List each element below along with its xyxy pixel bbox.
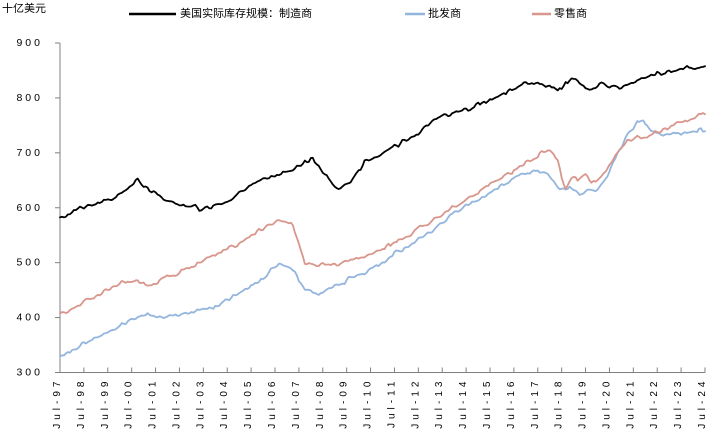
svg-text:Jul-10: Jul-10 (363, 378, 374, 429)
svg-text:批发商: 批发商 (428, 5, 461, 21)
svg-text:零售商: 零售商 (554, 5, 587, 21)
svg-text:Jul-08: Jul-08 (315, 378, 326, 429)
svg-text:Jul-12: Jul-12 (410, 378, 421, 429)
svg-text:Jul-20: Jul-20 (601, 378, 612, 429)
svg-text:Jul-98: Jul-98 (76, 378, 87, 429)
svg-text:Jul-15: Jul-15 (482, 378, 493, 429)
svg-text:Jul-99: Jul-99 (100, 378, 111, 429)
svg-text:Jul-17: Jul-17 (530, 378, 541, 429)
svg-text:Jul-00: Jul-00 (124, 378, 135, 429)
svg-text:Jul-24: Jul-24 (697, 378, 708, 429)
svg-text:600: 600 (16, 202, 43, 214)
svg-text:Jul-23: Jul-23 (673, 378, 684, 429)
svg-text:Jul-06: Jul-06 (267, 378, 278, 429)
svg-text:Jul-21: Jul-21 (625, 378, 636, 429)
svg-text:700: 700 (16, 147, 43, 159)
svg-text:900: 900 (16, 37, 43, 49)
svg-text:十亿美元: 十亿美元 (2, 0, 46, 16)
svg-text:Jul-19: Jul-19 (578, 378, 589, 429)
svg-text:400: 400 (16, 312, 43, 324)
svg-text:Jul-16: Jul-16 (506, 378, 517, 429)
svg-text:美国实际库存规模：制造商: 美国实际库存规模：制造商 (180, 5, 312, 21)
svg-text:Jul-13: Jul-13 (434, 378, 445, 429)
svg-text:Jul-02: Jul-02 (171, 378, 182, 429)
svg-text:Jul-97: Jul-97 (52, 378, 63, 429)
svg-text:Jul-09: Jul-09 (339, 378, 350, 429)
svg-text:Jul-04: Jul-04 (219, 378, 230, 429)
svg-text:Jul-11: Jul-11 (386, 378, 397, 429)
svg-text:300: 300 (16, 367, 43, 379)
svg-text:Jul-14: Jul-14 (458, 378, 469, 429)
svg-text:Jul-01: Jul-01 (148, 378, 159, 429)
svg-text:800: 800 (16, 92, 43, 104)
svg-text:500: 500 (16, 257, 43, 269)
svg-text:Jul-22: Jul-22 (649, 378, 660, 429)
svg-text:Jul-07: Jul-07 (291, 378, 302, 429)
svg-text:Jul-05: Jul-05 (243, 378, 254, 429)
svg-text:Jul-03: Jul-03 (195, 378, 206, 429)
svg-text:Jul-18: Jul-18 (554, 378, 565, 429)
